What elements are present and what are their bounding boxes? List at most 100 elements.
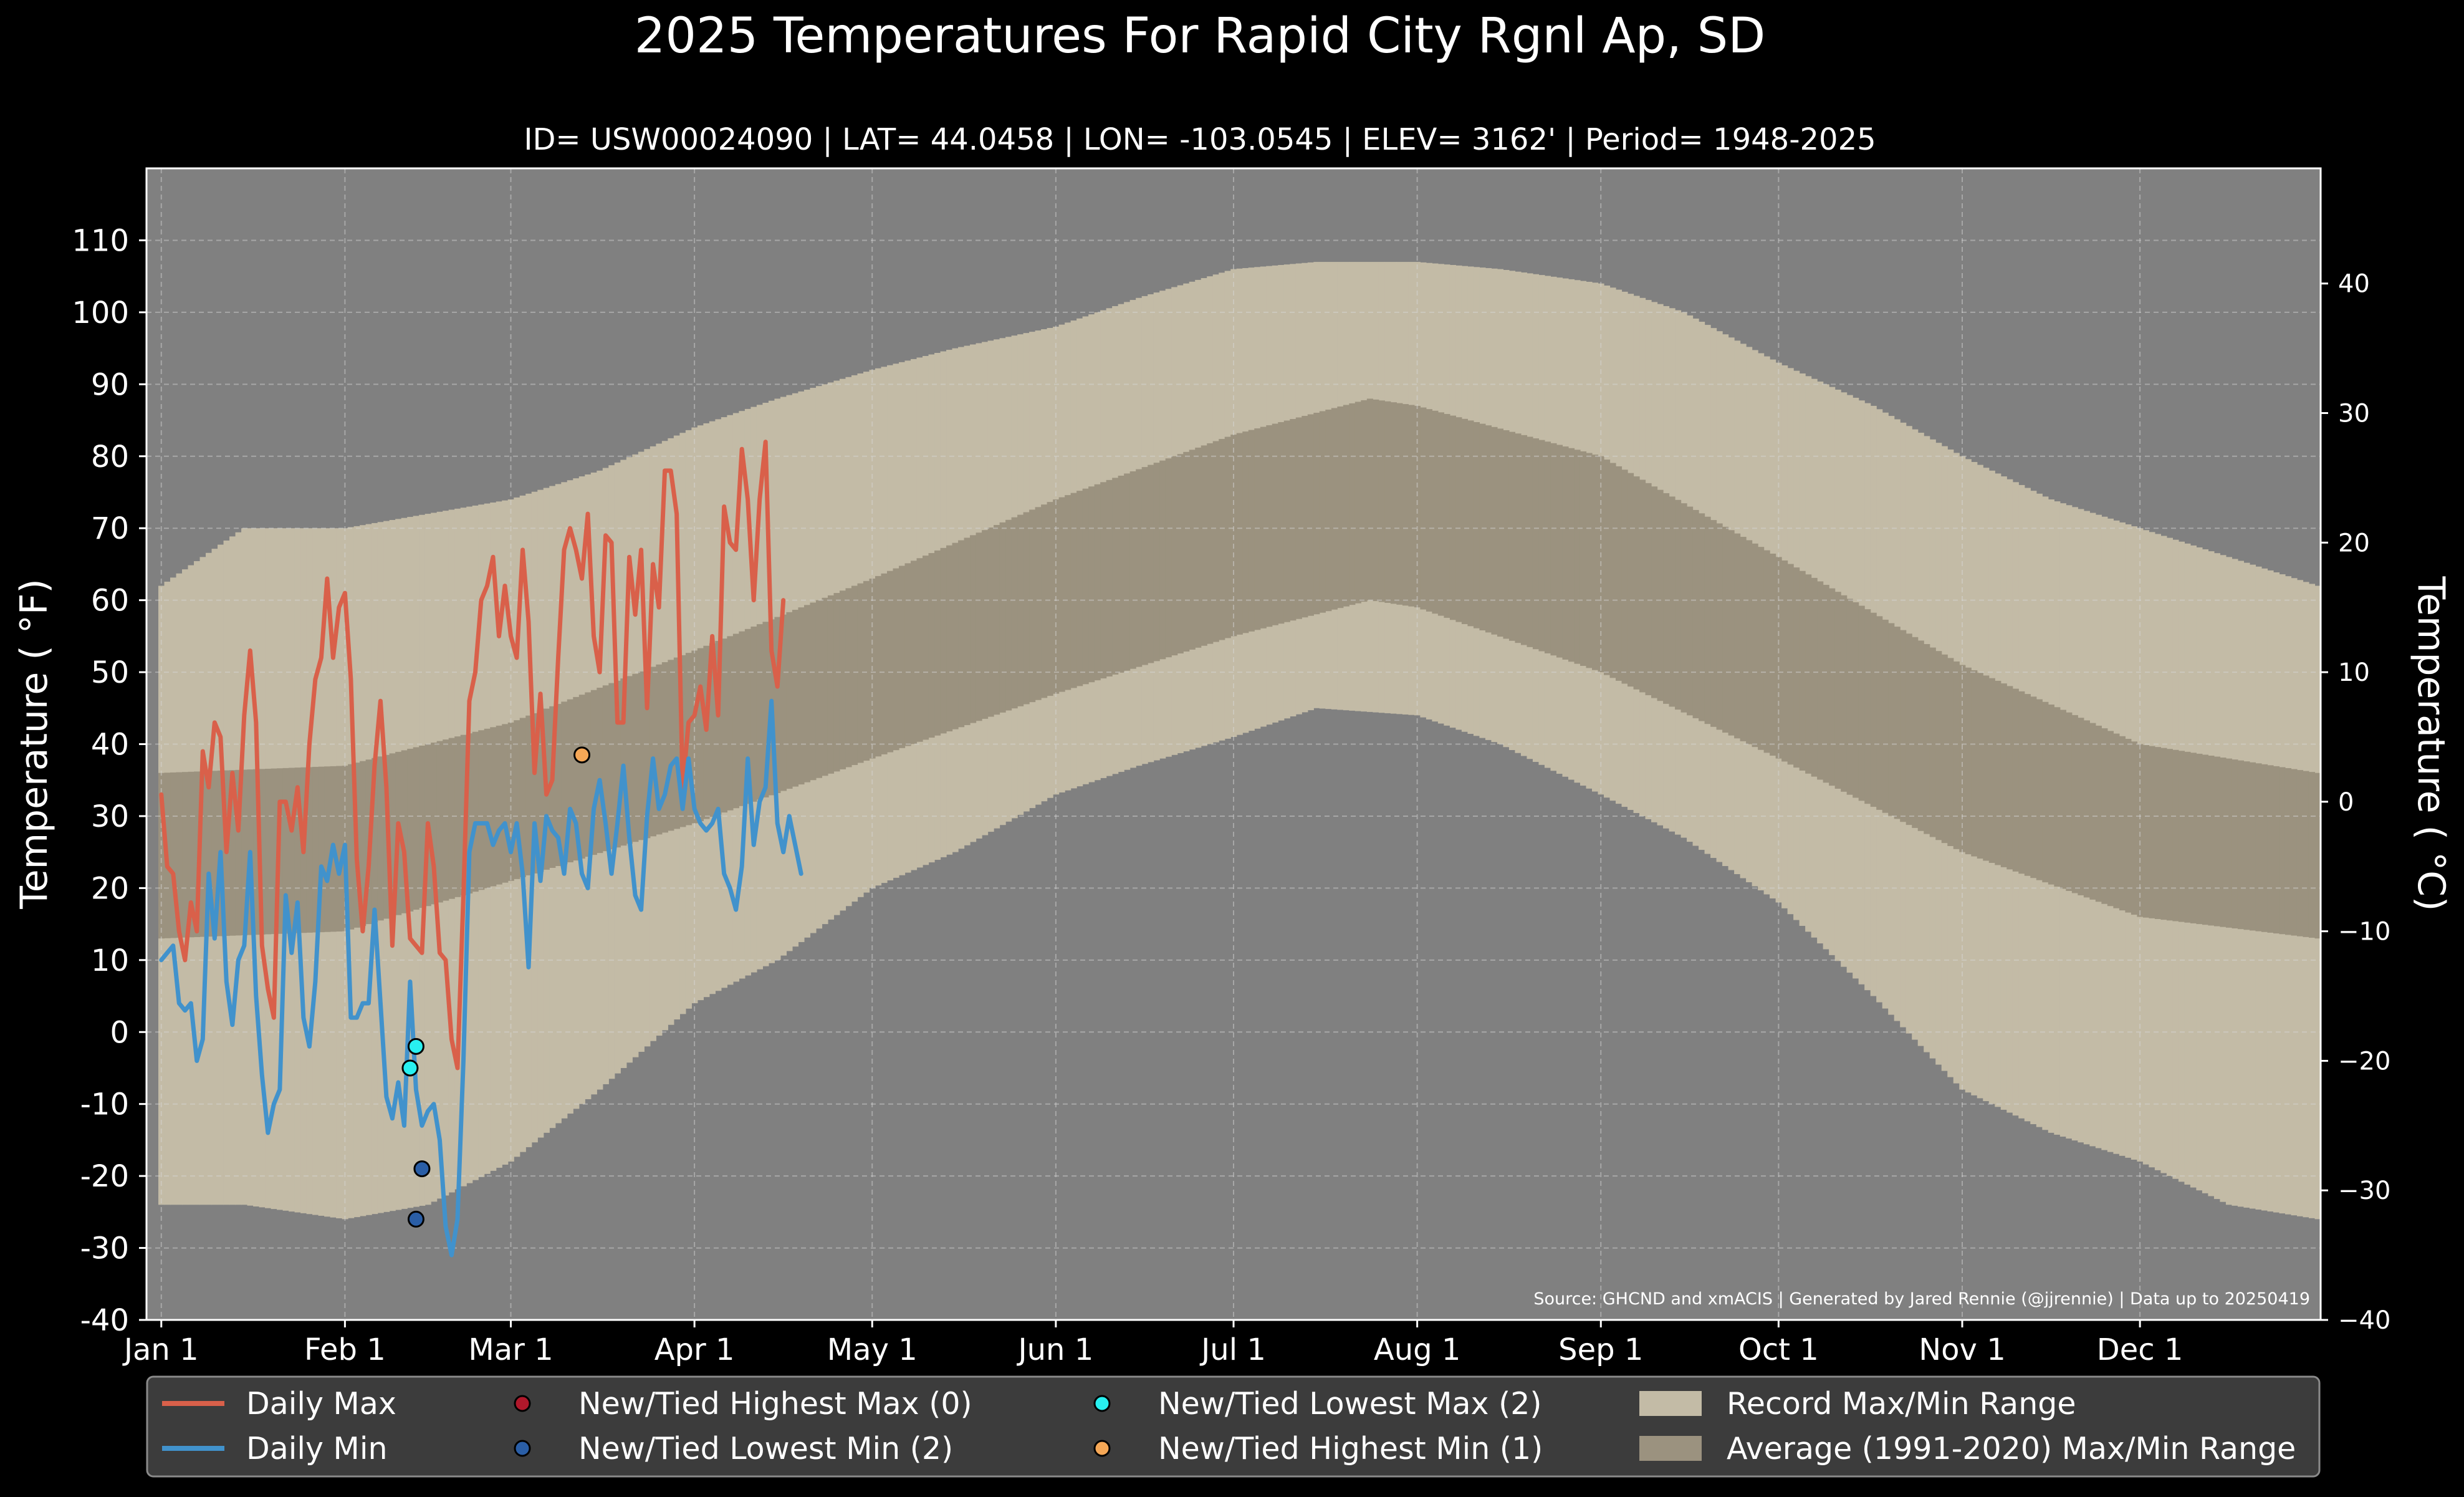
average-range-bar — [2308, 772, 2316, 938]
average-range-bar — [1278, 422, 1285, 624]
average-range-bar — [1390, 402, 1397, 604]
average-range-bar — [567, 699, 573, 863]
average-range-bar — [1100, 482, 1107, 679]
average-range-bar — [1337, 406, 1344, 609]
y-tick-label: 10 — [91, 943, 129, 978]
average-range-bar — [916, 558, 923, 742]
record-markers — [401, 746, 591, 1228]
average-range-bar — [2048, 705, 2054, 885]
average-range-bar — [2178, 751, 2185, 922]
average-range-bar — [1373, 399, 1379, 602]
average-range-bar — [1929, 647, 1936, 837]
record-marker — [413, 1160, 431, 1178]
average-range-bar — [2000, 683, 2007, 867]
average-range-bar — [259, 769, 266, 935]
average-range-bar — [744, 628, 752, 804]
average-range-bar — [1568, 448, 1575, 662]
y-tick-label: -10 — [80, 1087, 129, 1122]
average-range-bar — [1219, 439, 1225, 640]
average-range-bar — [436, 741, 443, 903]
average-range-bar — [478, 730, 485, 890]
average-range-bar — [2030, 696, 2037, 878]
average-range-bar — [1325, 409, 1332, 612]
average-range-bar — [987, 527, 994, 717]
average-range-bar — [1527, 436, 1533, 647]
average-range-bar — [697, 648, 704, 822]
average-range-bar — [893, 568, 899, 751]
average-range-bar — [952, 542, 959, 729]
average-range-bar — [1491, 426, 1498, 635]
average-range-bar — [1159, 460, 1166, 660]
average-range-bar — [2279, 767, 2286, 935]
average-range-bar — [1586, 453, 1593, 668]
average-range-bar — [519, 718, 526, 877]
y-tick-label-right: 0 — [2338, 788, 2354, 817]
average-range-bar — [1680, 503, 1687, 713]
average-range-bar — [1141, 467, 1148, 665]
average-range-bar — [1882, 619, 1889, 813]
average-range-bar — [1858, 605, 1865, 801]
record-marker — [407, 1037, 424, 1055]
series-lines — [159, 440, 803, 1258]
average-range-bar — [1639, 479, 1646, 693]
average-range-bar — [2267, 765, 2274, 933]
series-line-daily-min — [159, 698, 803, 1258]
average-range-bar — [1414, 405, 1421, 608]
average-range-bar — [2089, 723, 2096, 900]
average-range-bar — [1763, 550, 1770, 753]
average-range-bar — [1124, 473, 1131, 671]
average-range-bar — [1207, 443, 1214, 644]
average-range-bar — [2125, 739, 2132, 913]
average-range-bar — [1876, 616, 1883, 810]
legend-label: New/Tied Highest Min (1) — [1158, 1431, 1543, 1466]
average-range-bar — [1722, 526, 1729, 733]
average-range-bar — [590, 690, 597, 855]
average-range-bar — [1153, 463, 1160, 662]
average-range-bar — [1088, 486, 1095, 683]
average-range-bar — [1230, 435, 1237, 637]
average-range-bar — [1378, 400, 1385, 602]
y-tick-label-right: −20 — [2338, 1047, 2390, 1076]
average-range-bar — [911, 561, 918, 744]
average-range-bar — [1834, 592, 1841, 789]
average-range-bar — [1716, 523, 1723, 730]
average-range-bar — [2018, 691, 2025, 874]
average-range-bar — [1793, 567, 1800, 768]
average-range-bar — [1076, 491, 1083, 686]
average-range-bar — [656, 664, 663, 835]
average-range-bar — [1242, 431, 1249, 633]
x-tick-label: Aug 1 — [1374, 1332, 1461, 1367]
average-range-bar — [650, 667, 656, 837]
average-range-bar — [1965, 667, 1972, 855]
average-range-bar — [2119, 736, 2126, 911]
average-range-bar — [1432, 410, 1439, 614]
average-range-bar — [2149, 746, 2155, 918]
average-range-bar — [839, 590, 846, 769]
average-range-bar — [549, 706, 556, 868]
y-tick-label: 100 — [72, 296, 129, 330]
average-range-bar — [2261, 764, 2268, 932]
average-range-bar — [1195, 447, 1202, 648]
average-range-bar — [1823, 585, 1829, 783]
average-range-bar — [2255, 763, 2262, 931]
average-range-bar — [229, 770, 236, 936]
average-range-bar — [2202, 754, 2209, 925]
average-range-bar — [845, 588, 852, 768]
average-range-bar — [2078, 718, 2084, 895]
y-tick-label-right: 20 — [2338, 529, 2370, 557]
average-range-bar — [1805, 574, 1812, 774]
average-range-bar — [2166, 749, 2173, 921]
average-range-bar — [1449, 415, 1456, 620]
y-tick-label: 0 — [110, 1015, 129, 1050]
average-range-bar — [857, 583, 864, 763]
average-range-bar — [1853, 602, 1859, 798]
average-range-bar — [661, 662, 668, 833]
average-range-bar — [1455, 417, 1462, 622]
average-range-bar — [1669, 496, 1675, 707]
average-range-bar — [1870, 612, 1877, 807]
average-range-bar — [999, 522, 1006, 713]
average-range-bar — [1041, 504, 1048, 698]
average-range-bar — [727, 636, 734, 811]
average-range-bar — [2172, 749, 2179, 922]
average-range-bar — [827, 595, 835, 774]
